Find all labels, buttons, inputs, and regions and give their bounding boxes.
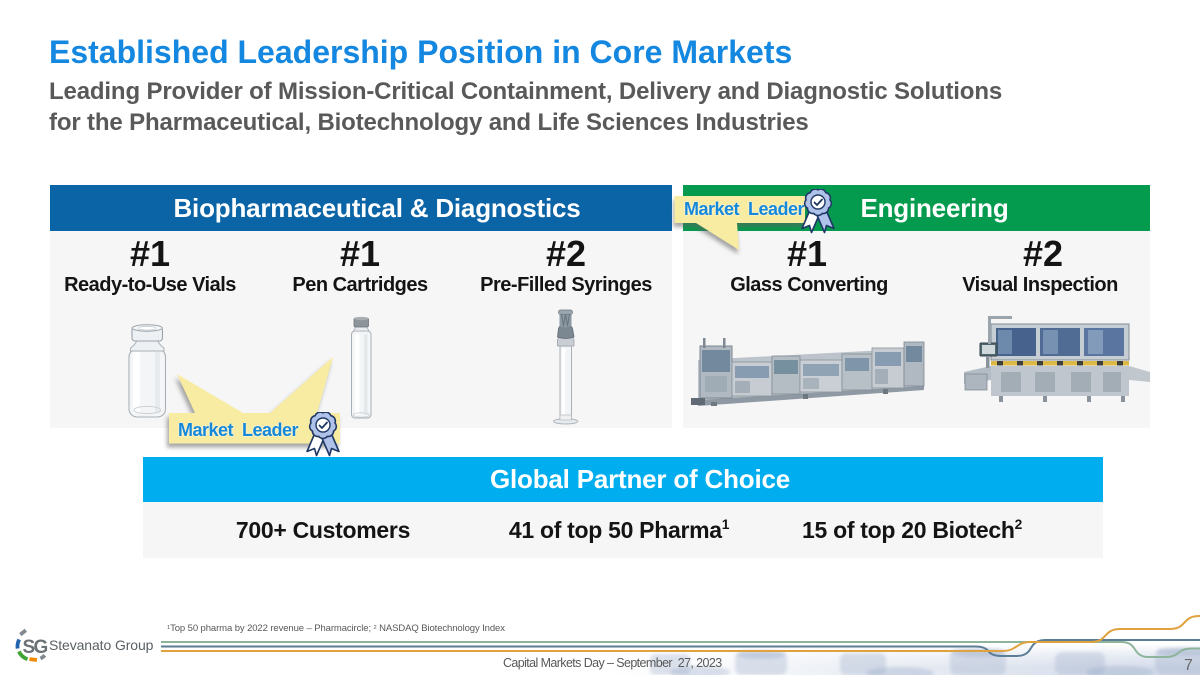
svg-text:SG: SG xyxy=(23,637,48,658)
